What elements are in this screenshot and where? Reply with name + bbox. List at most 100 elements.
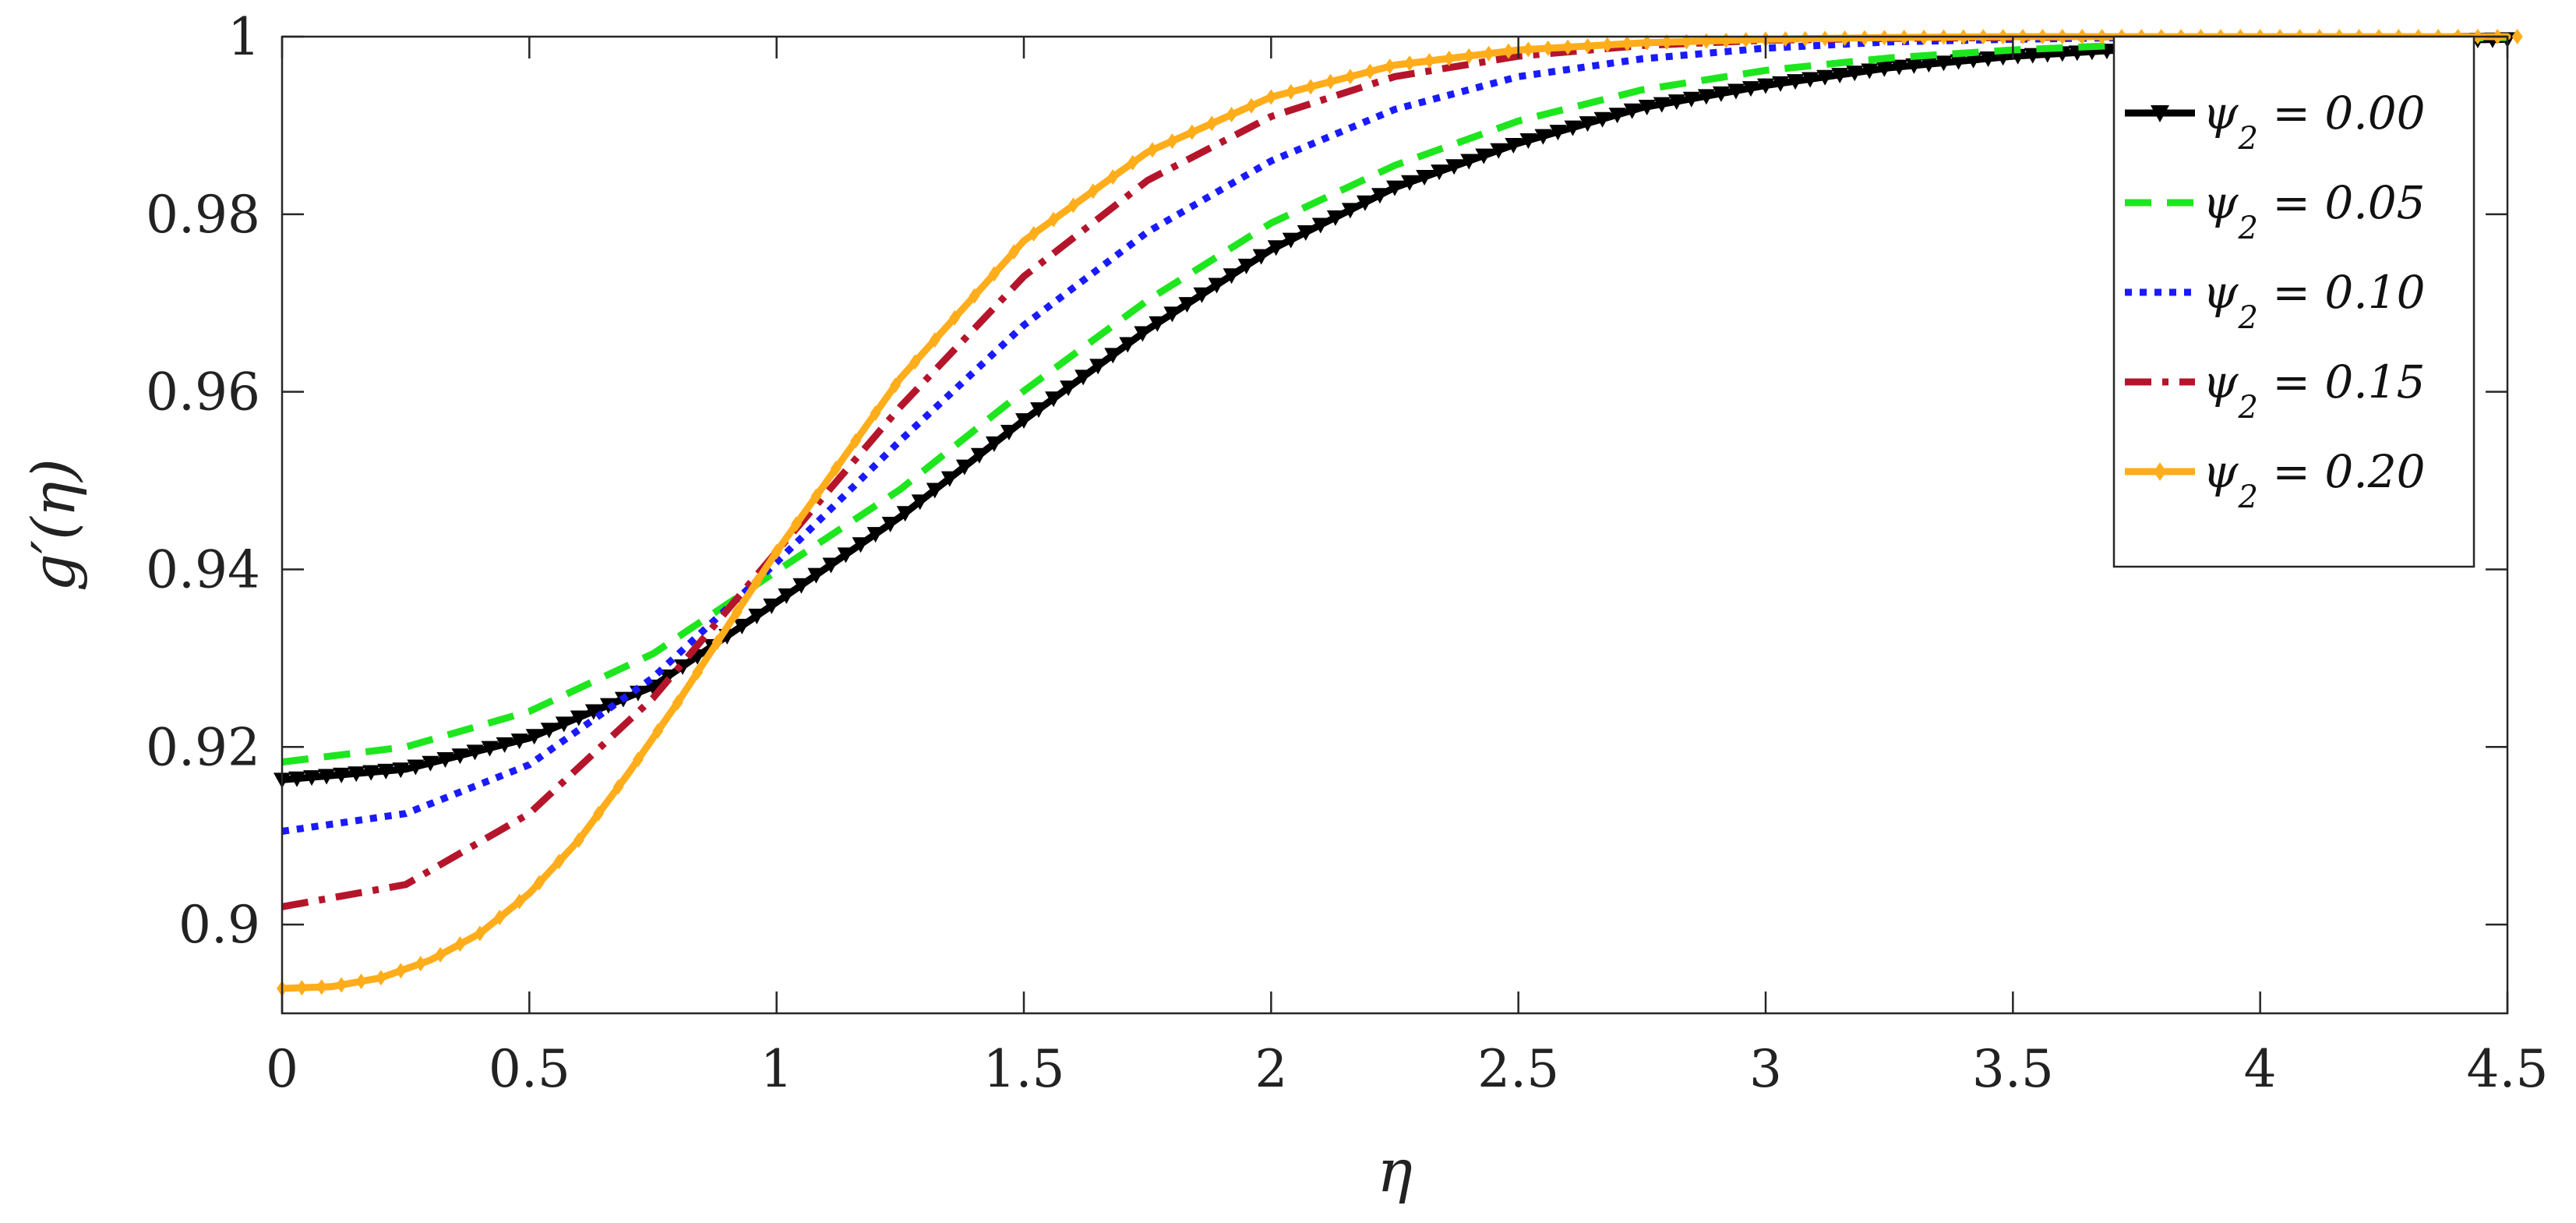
x-tick-label: 0	[266, 1039, 298, 1099]
series-marker-0	[1282, 232, 1300, 249]
series-marker-0	[1356, 195, 1374, 211]
series-marker-0	[1727, 83, 1745, 100]
x-tick-label: 1.5	[983, 1039, 1065, 1099]
series-marker-4	[1166, 133, 1178, 149]
series-marker-0	[1149, 316, 1166, 332]
series-marker-0	[1593, 111, 1611, 128]
y-tick-label: 0.94	[146, 539, 260, 599]
x-tick-label: 1	[760, 1039, 793, 1099]
series-marker-0	[451, 748, 469, 765]
series-marker-0	[1757, 78, 1774, 94]
series-marker-0	[1208, 277, 1226, 294]
series-marker-0	[1816, 69, 1834, 86]
series-marker-4	[810, 488, 822, 504]
series-marker-0	[303, 770, 321, 786]
x-tick-label: 2.5	[1477, 1039, 1559, 1099]
series-marker-0	[496, 737, 513, 753]
legend-item-2: ψ2 = 0.10	[2125, 266, 2426, 336]
legend-box	[2112, 35, 2475, 568]
series-marker-4	[454, 936, 466, 953]
legend-label: ψ2 = 0.00	[2203, 87, 2426, 157]
series-marker-4	[909, 354, 921, 370]
series-marker-4	[949, 309, 961, 326]
series-marker-4	[355, 973, 367, 989]
legend-item-4: ψ2 = 0.20	[2125, 445, 2426, 515]
series-marker-4	[573, 832, 584, 848]
legend-label: ψ2 = 0.05	[2203, 176, 2426, 246]
series-marker-0	[1653, 97, 1671, 113]
series-marker-4	[1839, 30, 1851, 46]
series-marker-4	[1147, 142, 1159, 158]
series-marker-4	[1799, 30, 1811, 47]
series-marker-0	[525, 729, 543, 745]
series-marker-0	[1712, 86, 1730, 102]
series-marker-0	[1920, 57, 1938, 73]
series-marker-0	[584, 704, 602, 720]
series-marker-4	[612, 779, 624, 795]
series-marker-4	[1819, 30, 1831, 47]
series-marker-0	[1979, 51, 1997, 68]
series-marker-4	[435, 946, 446, 963]
series-marker-4	[534, 875, 545, 891]
series-marker-4	[1127, 154, 1138, 171]
series-marker-4	[2511, 29, 2523, 44]
series-marker-0	[1000, 424, 1018, 440]
series-marker-4	[929, 332, 940, 348]
series-marker-4	[672, 695, 683, 711]
series-marker-0	[1267, 240, 1285, 256]
legend-label: ψ2 = 0.20	[2203, 445, 2426, 515]
series-marker-4	[1502, 43, 1514, 59]
series-marker-4	[1305, 79, 1317, 95]
series-marker-4	[1621, 36, 1633, 52]
y-tick-label: 0.98	[146, 185, 260, 245]
series-marker-0	[1697, 89, 1715, 105]
series-marker-0	[555, 716, 573, 733]
series-marker-0	[407, 759, 425, 776]
series-marker-0	[1311, 217, 1329, 234]
series-marker-0	[540, 723, 558, 739]
series-marker-0	[955, 459, 973, 475]
series-marker-4	[1780, 31, 1791, 48]
series-marker-0	[822, 557, 840, 574]
series-marker-0	[422, 755, 439, 772]
series-marker-4	[1523, 41, 1534, 58]
y-axis-label: g′(η)	[19, 458, 88, 592]
series-marker-0	[1890, 59, 1908, 76]
series-marker-0	[1119, 337, 1137, 353]
series-marker-0	[1935, 55, 1953, 72]
series-marker-0	[1045, 391, 1063, 408]
series-marker-0	[1505, 137, 1523, 154]
series-marker-4	[553, 854, 565, 870]
series-marker-4	[1443, 50, 1455, 66]
series-marker-0	[1445, 159, 1463, 175]
series-marker-0	[392, 762, 410, 779]
series-marker-0	[377, 763, 395, 779]
series-marker-0	[911, 494, 929, 511]
series-marker-4	[415, 956, 426, 972]
series-marker-0	[1237, 258, 1255, 274]
series-marker-4	[751, 574, 763, 590]
series-marker-4	[1542, 40, 1554, 56]
series-marker-0	[778, 588, 796, 604]
series-marker-0	[1846, 65, 1864, 82]
series-marker-0	[1341, 203, 1359, 219]
series-marker-4	[1404, 55, 1416, 72]
series-marker-4	[870, 405, 881, 421]
series-marker-0	[985, 436, 1003, 452]
series-marker-0	[570, 710, 588, 726]
series-marker-0	[970, 447, 988, 464]
series-marker-4	[711, 634, 723, 650]
series-marker-4	[1245, 97, 1257, 114]
series-marker-4	[296, 980, 308, 996]
x-tick-label: 4	[2244, 1039, 2277, 1099]
legend-marker	[2154, 462, 2166, 481]
legend-marker	[2151, 105, 2169, 122]
series-marker-4	[731, 604, 743, 620]
series-marker-0	[1371, 188, 1389, 204]
series-line-2	[281, 33, 2507, 835]
series-marker-0	[481, 741, 499, 757]
legend-item-0: ψ2 = 0.00	[2125, 87, 2426, 157]
series-marker-4	[375, 970, 386, 986]
series-marker-0	[1193, 287, 1211, 303]
series-marker-0	[362, 765, 380, 781]
